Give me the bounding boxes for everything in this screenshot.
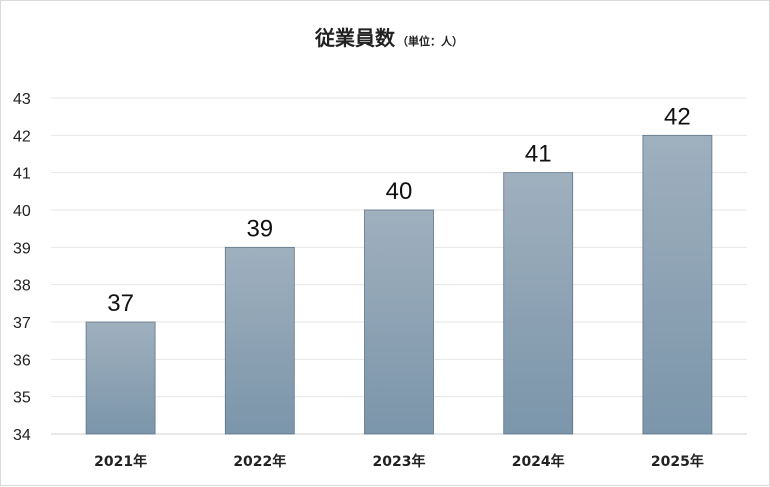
y-tick-label: 36: [13, 352, 31, 369]
y-tick-label: 35: [13, 390, 31, 407]
y-tick-label: 41: [13, 166, 31, 183]
data-label: 37: [107, 290, 134, 317]
y-axis-ticks: 34 35 36 37 38 39 40 41 42 43: [13, 91, 31, 444]
x-tick-label: 2022年: [233, 453, 286, 470]
x-tick-label: 2024年: [512, 453, 565, 470]
data-label: 42: [664, 103, 691, 130]
x-tick-label: 2023年: [373, 453, 426, 470]
bars: [85, 134, 713, 435]
x-axis-ticks: 2021年 2022年 2023年 2024年 2025年: [94, 453, 704, 470]
data-label: 39: [246, 215, 273, 242]
data-label: 40: [386, 178, 413, 205]
y-tick-label: 40: [13, 203, 31, 220]
bar-2024年: [503, 172, 574, 435]
bar-2021年: [85, 321, 156, 435]
data-labels: 37 39 40 41 42: [107, 103, 691, 317]
bar-2023年: [364, 209, 434, 435]
bar-2025年: [642, 134, 713, 435]
chart-subtitle: （単位：人）: [397, 34, 463, 48]
bar-2022年: [224, 246, 295, 435]
data-label: 41: [525, 141, 552, 168]
chart-title: 従業員数: [314, 26, 396, 50]
y-tick-label: 34: [13, 427, 31, 444]
y-tick-label: 39: [13, 240, 31, 257]
x-tick-label: 2025年: [651, 453, 704, 470]
x-tick-label: 2021年: [94, 453, 147, 470]
y-tick-label: 43: [13, 91, 31, 108]
y-tick-label: 42: [13, 128, 31, 145]
y-tick-label: 38: [13, 278, 31, 295]
y-tick-label: 37: [13, 315, 31, 332]
